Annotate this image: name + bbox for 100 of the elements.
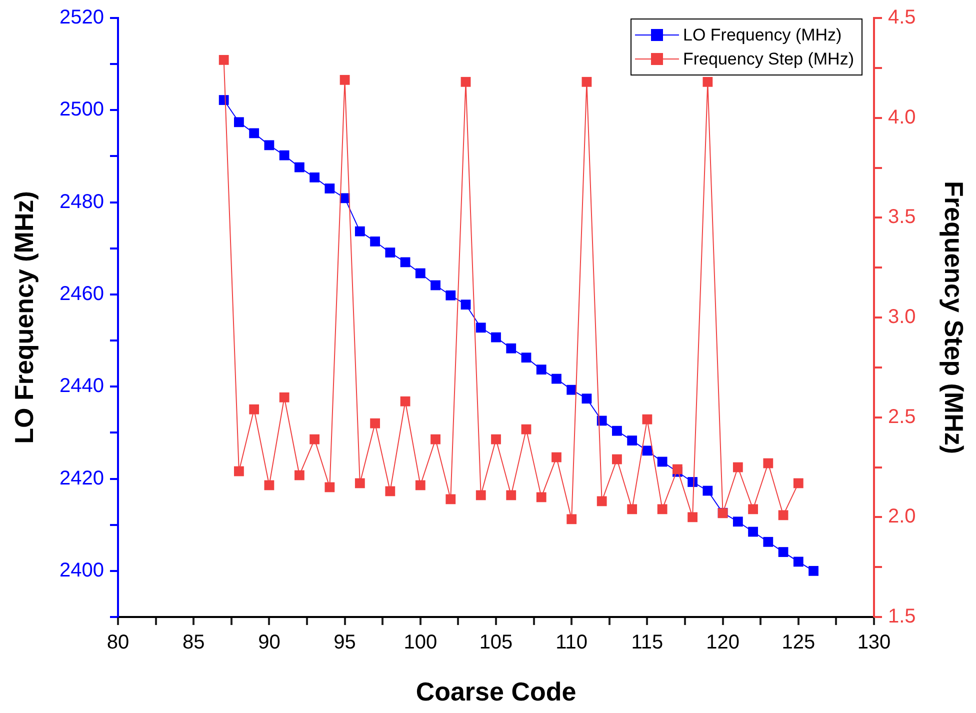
legend-label: Frequency Step (MHz) bbox=[683, 50, 854, 69]
point bbox=[324, 184, 335, 194]
point bbox=[582, 394, 592, 404]
point bbox=[324, 482, 335, 492]
point bbox=[476, 490, 486, 500]
point bbox=[763, 536, 774, 547]
point bbox=[732, 516, 743, 527]
point bbox=[748, 504, 758, 514]
y2-tick-label: 3.0 bbox=[888, 306, 916, 328]
point bbox=[808, 566, 818, 576]
point bbox=[657, 504, 668, 514]
x-tick-label: 100 bbox=[404, 632, 438, 654]
y-axis-title: LO Frequency (MHz) bbox=[8, 191, 39, 444]
x-tick-label: 115 bbox=[631, 632, 664, 654]
point bbox=[748, 526, 758, 537]
x-tick-label: 95 bbox=[334, 632, 356, 654]
point bbox=[778, 510, 788, 520]
y-tick-label: 2500 bbox=[60, 98, 104, 121]
point bbox=[446, 290, 456, 300]
point bbox=[354, 226, 365, 236]
point bbox=[778, 547, 788, 557]
point bbox=[218, 54, 229, 65]
y2-tick-label: 2.0 bbox=[888, 506, 916, 528]
point bbox=[430, 280, 440, 290]
point bbox=[596, 496, 607, 506]
legend-label: LO Frequency (MHz) bbox=[683, 26, 842, 45]
y2-axis-title: Frequency Step (MHz) bbox=[939, 180, 970, 454]
y-tick-label: 2440 bbox=[60, 375, 104, 398]
point bbox=[430, 434, 440, 444]
point bbox=[642, 414, 652, 424]
point bbox=[566, 514, 577, 524]
point bbox=[279, 392, 290, 402]
y2-tick-label: 4.0 bbox=[888, 106, 916, 128]
point bbox=[702, 486, 713, 496]
point bbox=[234, 117, 244, 128]
point bbox=[234, 466, 244, 476]
point bbox=[310, 434, 320, 444]
point bbox=[672, 464, 682, 474]
x-tick-label: 85 bbox=[182, 632, 205, 654]
point bbox=[279, 150, 290, 160]
point bbox=[370, 418, 380, 428]
point bbox=[491, 434, 501, 444]
point bbox=[793, 478, 804, 488]
point bbox=[536, 492, 546, 502]
x-tick-label: 80 bbox=[106, 632, 130, 654]
x-tick-label: 110 bbox=[556, 632, 588, 654]
point bbox=[460, 300, 471, 310]
point bbox=[521, 352, 532, 363]
point bbox=[340, 74, 350, 85]
point bbox=[310, 172, 320, 182]
point bbox=[294, 470, 304, 480]
point bbox=[732, 462, 743, 472]
point bbox=[506, 490, 516, 500]
point bbox=[521, 424, 532, 434]
point bbox=[506, 343, 516, 354]
point bbox=[370, 236, 380, 246]
point bbox=[400, 257, 410, 268]
point bbox=[582, 76, 592, 87]
y-tick-label: 2520 bbox=[60, 6, 104, 29]
point bbox=[627, 436, 638, 446]
point bbox=[460, 76, 471, 87]
point bbox=[552, 452, 562, 462]
point bbox=[249, 128, 260, 138]
point bbox=[264, 140, 274, 150]
point bbox=[627, 504, 638, 514]
point bbox=[612, 426, 622, 436]
x-tick-label: 90 bbox=[258, 632, 280, 654]
point bbox=[657, 456, 668, 467]
x-tick-label: 130 bbox=[857, 632, 891, 654]
x-tick-label: 125 bbox=[782, 632, 816, 654]
point bbox=[446, 494, 456, 504]
point bbox=[249, 404, 260, 414]
point bbox=[552, 374, 562, 384]
y2-tick-label: 4.5 bbox=[888, 6, 916, 29]
point bbox=[385, 486, 396, 496]
point bbox=[385, 248, 396, 258]
point bbox=[612, 454, 622, 464]
y-tick-label: 2420 bbox=[60, 467, 104, 490]
x-tick-label: 120 bbox=[706, 632, 740, 654]
point bbox=[793, 556, 804, 567]
y-tick-label: 2480 bbox=[60, 190, 104, 213]
point bbox=[354, 478, 365, 488]
y2-tick-label: 1.5 bbox=[888, 606, 916, 628]
point bbox=[688, 512, 698, 522]
y-tick-label: 2460 bbox=[60, 282, 104, 305]
point bbox=[264, 480, 274, 490]
x-axis-title: Coarse Code bbox=[416, 676, 576, 707]
y-tick-label: 2400 bbox=[60, 559, 104, 582]
point bbox=[415, 268, 426, 278]
point bbox=[415, 480, 426, 490]
point bbox=[400, 396, 410, 406]
point bbox=[476, 322, 486, 333]
point bbox=[491, 332, 501, 342]
y2-tick-label: 2.5 bbox=[888, 406, 916, 428]
point bbox=[642, 446, 652, 456]
point bbox=[294, 162, 304, 172]
y2-tick-label: 3.5 bbox=[888, 206, 916, 228]
point bbox=[763, 458, 774, 468]
point bbox=[536, 364, 546, 375]
x-tick-label: 105 bbox=[479, 632, 513, 654]
